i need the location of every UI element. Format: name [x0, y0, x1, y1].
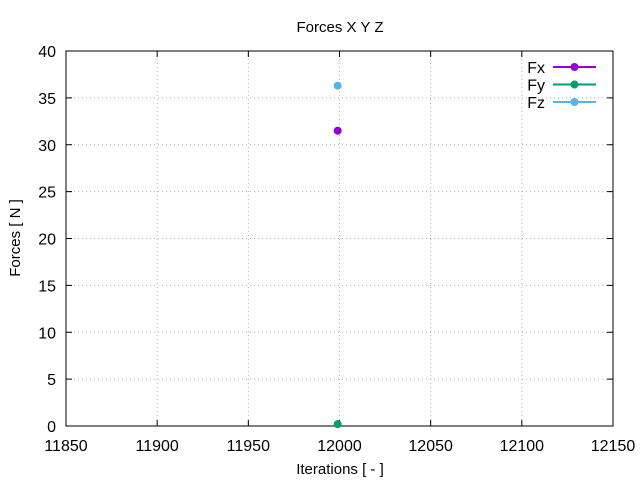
- data-point-fz: [333, 81, 342, 90]
- x-tick-labels: 11850 11900 11950 12000 12050 12100 12150: [44, 438, 635, 455]
- data-point-fx: [333, 126, 342, 135]
- x-tick-label: 11950: [227, 438, 270, 455]
- x-tick-label: 11900: [136, 438, 179, 455]
- y-tick-labels: 0 5 10 15 20 25 30 35 40: [38, 44, 56, 436]
- y-tick-label: 35: [38, 91, 56, 108]
- legend-marker-fx: [570, 63, 579, 71]
- y-tick-label: 15: [38, 278, 56, 295]
- data-points: [333, 81, 342, 429]
- y-tick-label: 25: [38, 185, 56, 202]
- legend-label-fx: Fx: [527, 60, 545, 77]
- y-axis-label: Forces [ N ]: [7, 199, 24, 277]
- y-tick-label: 0: [47, 419, 56, 436]
- x-tick-label: 12150: [591, 438, 636, 455]
- y-tick-label: 20: [38, 232, 56, 249]
- x-tick-label: 12050: [408, 438, 453, 455]
- data-point-fy: [333, 420, 342, 429]
- y-tick-label: 10: [38, 325, 56, 342]
- legend-marker-fy: [570, 80, 579, 89]
- y-tick-label: 40: [38, 44, 56, 61]
- x-tick-label: 11850: [44, 438, 87, 455]
- x-axis-label: Iterations [ - ]: [296, 461, 384, 478]
- legend-marker-fz: [570, 98, 579, 106]
- axis-ticks: [65, 50, 614, 427]
- y-tick-label: 30: [38, 138, 56, 155]
- grid-lines: [66, 51, 613, 426]
- legend-label-fz: Fz: [527, 95, 545, 112]
- chart-title: Forces X Y Z: [297, 19, 384, 36]
- x-tick-label: 12000: [317, 438, 362, 455]
- x-tick-label: 12100: [500, 438, 545, 455]
- legend-label-fy: Fy: [527, 78, 545, 95]
- y-tick-label: 5: [47, 372, 56, 389]
